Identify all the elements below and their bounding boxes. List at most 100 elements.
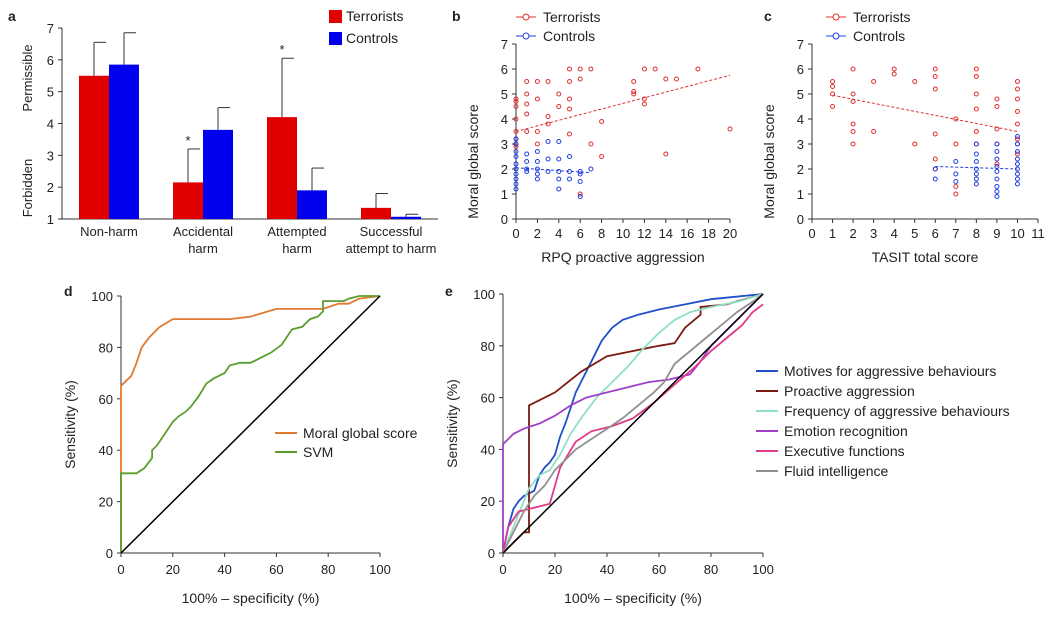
data-point-terrorists	[973, 106, 979, 112]
fit-line-controls	[515, 167, 591, 174]
x-tick-label: 60	[652, 562, 666, 577]
bar-controls	[297, 190, 327, 219]
roc-curve-frequency-of-aggressive-behaviours	[502, 293, 764, 554]
data-point-controls	[534, 166, 540, 172]
data-point-terrorists	[513, 144, 519, 149]
data-point-controls	[534, 149, 540, 154]
y-tick-label: 3	[47, 148, 54, 163]
data-point-controls	[994, 169, 1000, 174]
data-point-terrorists	[534, 79, 540, 84]
y-tick-label: 60	[481, 391, 495, 406]
data-point-controls	[973, 141, 979, 147]
data-point-terrorists	[652, 66, 658, 72]
bar-terrorists	[267, 117, 297, 219]
panel-label-d: d	[64, 283, 73, 299]
data-point-terrorists	[631, 79, 637, 84]
category-label: harm	[188, 241, 218, 256]
data-point-terrorists	[850, 121, 856, 127]
x-tick-label: 3	[870, 226, 877, 241]
data-point-terrorists	[891, 71, 897, 77]
data-point-terrorists	[973, 74, 979, 79]
legend-label: Motives for aggressive behaviours	[784, 363, 996, 379]
y-axis-title: Moral global score	[465, 104, 481, 219]
data-point-terrorists	[830, 84, 836, 89]
data-point-terrorists	[631, 89, 637, 94]
legend-swatch-terrorists	[329, 10, 342, 23]
data-point-controls	[556, 186, 562, 192]
x-tick-label: 8	[598, 226, 605, 241]
data-point-terrorists	[674, 76, 679, 82]
data-point-terrorists	[973, 129, 979, 134]
x-tick-label: 1	[829, 226, 836, 241]
data-point-controls	[994, 194, 1000, 199]
data-point-terrorists	[830, 104, 836, 109]
bar-chart-panel-a: 1 2 3 4 5 6 7 Permissible Forbidden Non-harm * Acci…	[20, 8, 438, 256]
data-point-terrorists	[545, 79, 551, 84]
data-point-terrorists	[556, 104, 562, 109]
data-point-controls	[545, 156, 551, 162]
data-point-terrorists	[524, 101, 530, 107]
x-tick-label: 11	[1031, 226, 1045, 241]
chance-diagonal	[120, 295, 381, 554]
data-point-terrorists	[850, 141, 856, 147]
x-tick-label: 10	[616, 226, 630, 241]
category-label: Attempted	[267, 224, 326, 239]
y-tick-label: 3	[797, 137, 804, 152]
data-point-controls	[556, 169, 562, 174]
y-tick-label: 6	[797, 62, 804, 77]
data-point-controls	[556, 156, 562, 162]
legend-label-terrorists: Terrorists	[853, 9, 911, 25]
y-tick-label: 40	[481, 442, 495, 457]
x-tick-label: 40	[600, 562, 614, 577]
y-tick-label: 60	[99, 392, 113, 407]
data-point-terrorists	[994, 96, 1000, 102]
fit-line-terrorists	[515, 74, 731, 132]
data-point-terrorists	[641, 96, 647, 102]
x-tick-label: 0	[512, 226, 519, 241]
data-point-controls	[994, 189, 1000, 194]
y-tick-label: 20	[481, 494, 495, 509]
data-point-controls	[588, 166, 594, 172]
roc-curve-proactive-aggression	[502, 293, 764, 554]
data-point-terrorists	[1014, 121, 1020, 127]
data-point-terrorists	[567, 79, 572, 84]
panel-label-e: e	[445, 283, 453, 299]
legend-label-controls: Controls	[346, 30, 398, 46]
x-tick-label: 2	[849, 226, 856, 241]
data-point-terrorists	[567, 106, 572, 112]
y-tick-label: 1	[501, 187, 508, 202]
data-point-terrorists	[513, 116, 519, 122]
x-tick-label: 0	[808, 226, 815, 241]
y-tick-label: 4	[501, 112, 508, 127]
data-point-controls	[556, 139, 562, 144]
x-tick-label: 6	[932, 226, 939, 241]
data-point-terrorists	[932, 156, 938, 162]
x-tick-label: 5	[911, 226, 918, 241]
y-tick-label: 7	[47, 21, 54, 36]
data-point-controls	[513, 154, 519, 159]
x-tick-label: 40	[217, 562, 231, 577]
data-point-terrorists	[1014, 151, 1020, 157]
x-tick-label: 0	[499, 562, 506, 577]
data-point-controls	[534, 159, 540, 164]
data-point-controls	[953, 171, 959, 177]
data-point-terrorists	[1014, 96, 1020, 102]
data-point-controls	[932, 166, 938, 172]
y-tick-label: 2	[47, 180, 54, 195]
y-label-forbidden: Forbidden	[20, 159, 35, 218]
data-point-controls	[1014, 149, 1020, 154]
y-tick-label: 0	[488, 546, 495, 561]
data-point-terrorists	[953, 184, 959, 189]
data-point-terrorists	[577, 66, 583, 72]
data-point-controls	[973, 171, 979, 177]
data-point-terrorists	[599, 119, 605, 124]
data-point-terrorists	[513, 99, 519, 104]
x-tick-label: 0	[117, 562, 124, 577]
data-point-terrorists	[1014, 79, 1020, 84]
x-tick-label: 12	[637, 226, 651, 241]
y-tick-label: 100	[91, 289, 113, 304]
x-tick-label: 4	[891, 226, 898, 241]
data-point-terrorists	[912, 79, 918, 84]
